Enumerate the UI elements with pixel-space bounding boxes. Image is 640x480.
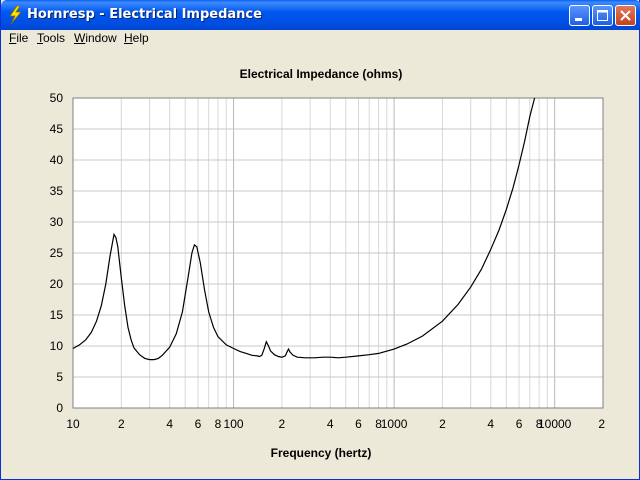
- x-tick-label: 2: [279, 417, 286, 431]
- x-tick-label: 4: [166, 417, 173, 431]
- maximize-icon: [597, 10, 608, 21]
- y-tick-label: 5: [56, 370, 63, 384]
- x-tick-label: 10: [66, 417, 80, 431]
- x-tick-label: 8: [375, 417, 382, 431]
- x-tick-label: 6: [355, 417, 362, 431]
- x-tick-label: 1000: [381, 417, 408, 431]
- minimize-button[interactable]: [569, 5, 590, 26]
- menu-help[interactable]: Help: [124, 31, 149, 45]
- y-tick-label: 20: [50, 277, 64, 291]
- x-axis-label: Frequency (hertz): [271, 446, 372, 460]
- x-tick-label: 6: [516, 417, 523, 431]
- x-tick-label: 6: [195, 417, 202, 431]
- grid-lines: [73, 98, 603, 408]
- y-tick-label: 50: [50, 91, 64, 105]
- maximize-button[interactable]: [592, 5, 613, 26]
- y-tick-label: 35: [50, 184, 64, 198]
- x-tick-label: 10000: [538, 417, 572, 431]
- x-tick-label: 8: [215, 417, 222, 431]
- y-tick-labels: 0 5 10 15 20 25 30 35 40 45 50: [50, 91, 64, 415]
- y-tick-label: 15: [50, 308, 64, 322]
- plot-border: [72, 97, 604, 409]
- menu-file[interactable]: File: [9, 31, 29, 45]
- impedance-chart: Electrical Impedance (ohms) 0 5 10 15 20 25 30…: [50, 67, 606, 460]
- close-button[interactable]: [615, 5, 636, 26]
- menu-window[interactable]: Window: [74, 31, 117, 45]
- window-title: Hornresp - Electrical Impedance: [27, 7, 262, 22]
- title-bar[interactable]: Hornresp - Electrical Impedance: [1, 0, 640, 30]
- y-tick-label: 40: [50, 153, 64, 167]
- close-icon: [620, 10, 631, 21]
- chart-title: Electrical Impedance (ohms): [240, 67, 403, 81]
- x-tick-label: 100: [224, 417, 244, 431]
- impedance-curve: [72, 97, 536, 361]
- menu-bar: File Tools Window Help: [2, 30, 639, 48]
- menu-tools[interactable]: Tools: [37, 31, 66, 45]
- x-tick-label: 8: [536, 417, 543, 431]
- x-tick-label: 4: [487, 417, 494, 431]
- x-tick-label: 2: [598, 417, 605, 431]
- y-tick-label: 0: [56, 401, 63, 415]
- x-tick-label: 2: [118, 417, 125, 431]
- y-tick-label: 25: [50, 246, 64, 260]
- x-tick-label: 4: [327, 417, 334, 431]
- y-tick-label: 10: [50, 339, 64, 353]
- lightning-icon: [9, 6, 22, 24]
- y-tick-label: 30: [50, 215, 64, 229]
- minimize-icon: [575, 18, 582, 21]
- y-tick-label: 45: [50, 122, 64, 136]
- x-tick-label: 2: [439, 417, 446, 431]
